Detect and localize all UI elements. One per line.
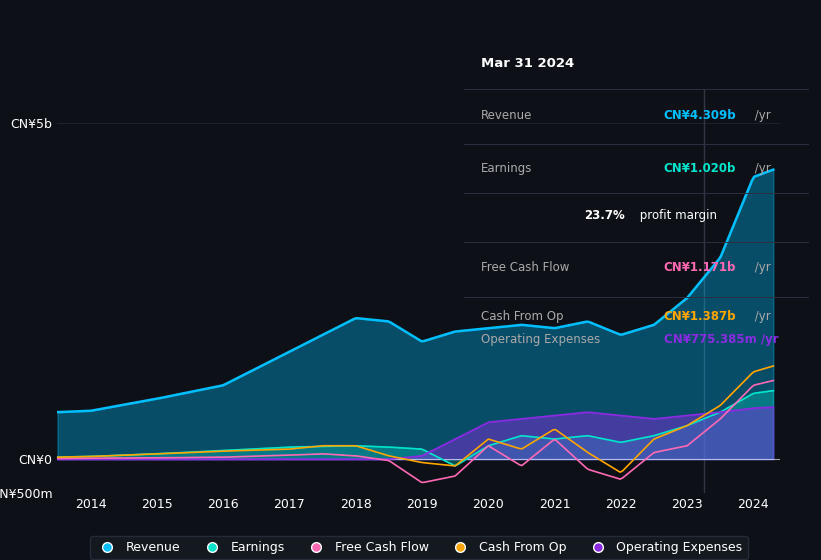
Text: Mar 31 2024: Mar 31 2024 [481, 57, 575, 70]
Text: /yr: /yr [750, 109, 770, 122]
Text: Earnings: Earnings [481, 162, 533, 175]
Text: Free Cash Flow: Free Cash Flow [481, 262, 570, 274]
Text: CN¥775.385m /yr: CN¥775.385m /yr [664, 333, 778, 346]
Text: /yr: /yr [750, 262, 770, 274]
Legend: Revenue, Earnings, Free Cash Flow, Cash From Op, Operating Expenses: Revenue, Earnings, Free Cash Flow, Cash … [89, 536, 748, 559]
Text: /yr: /yr [750, 162, 770, 175]
Text: CN¥1.020b: CN¥1.020b [664, 162, 736, 175]
Text: Cash From Op: Cash From Op [481, 310, 563, 323]
Text: /yr: /yr [750, 310, 770, 323]
Text: CN¥1.171b: CN¥1.171b [664, 262, 736, 274]
Text: profit margin: profit margin [636, 209, 718, 222]
Text: Operating Expenses: Operating Expenses [481, 333, 600, 346]
Text: CN¥1.387b: CN¥1.387b [664, 310, 736, 323]
Text: 23.7%: 23.7% [585, 209, 626, 222]
Text: Revenue: Revenue [481, 109, 533, 122]
Text: CN¥4.309b: CN¥4.309b [664, 109, 736, 122]
